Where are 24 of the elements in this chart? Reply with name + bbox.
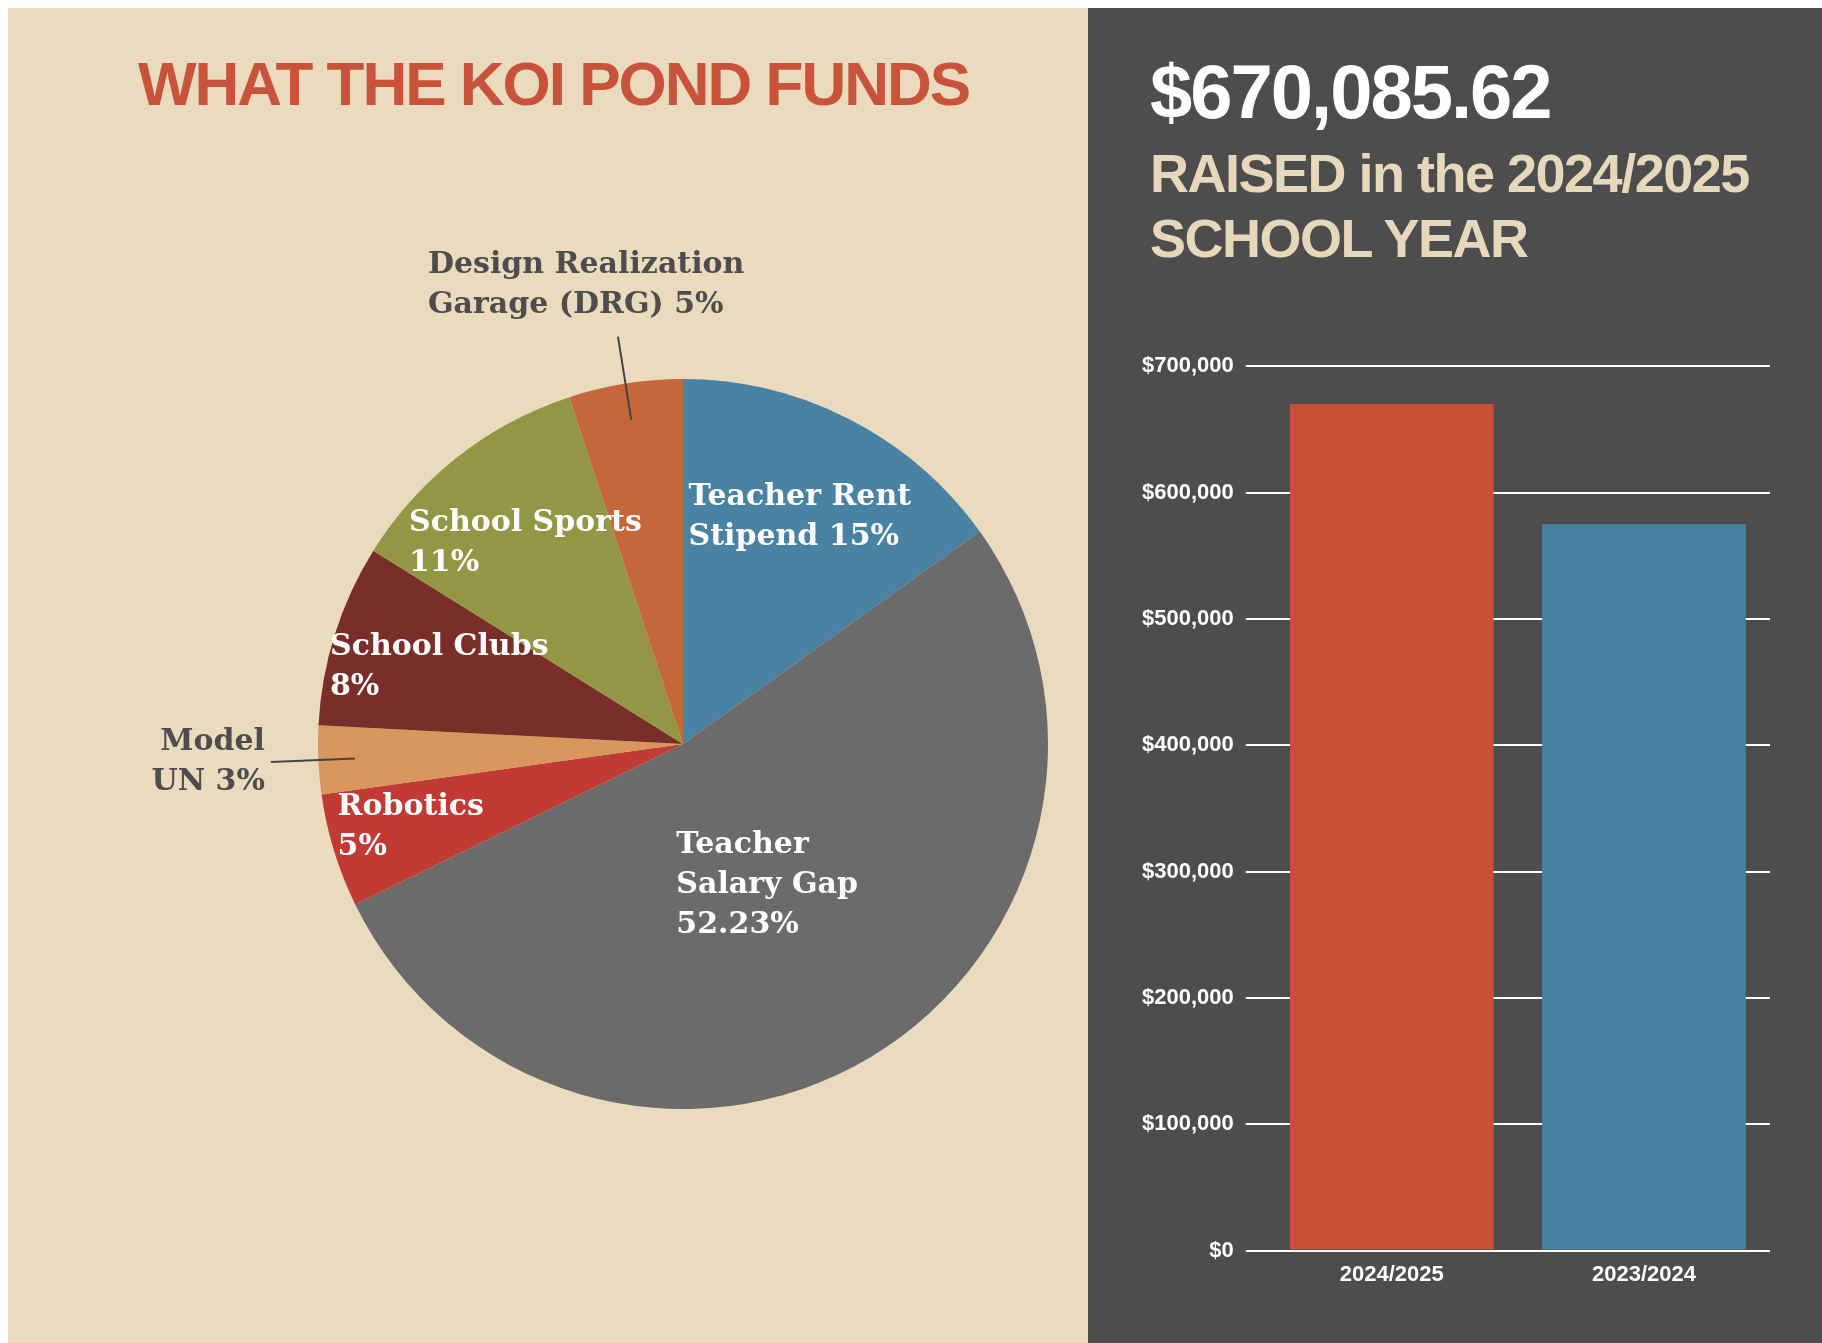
- y-tick-label: $700,000: [1141, 351, 1234, 377]
- chart-title: $670,085.62: [1150, 48, 1552, 135]
- slice-label: Robotics: [337, 787, 484, 823]
- slice-label: Model UN 3%: [151, 721, 265, 797]
- slice-label: Teacher Rent Stipend 15%: [688, 476, 912, 552]
- data-label: 52.23%: [676, 904, 799, 940]
- y-tick-label: $300,000: [1141, 857, 1234, 883]
- y-tick-label: $500,000: [1141, 604, 1234, 630]
- slice-label: Design Realization Garage (DRG) 5%: [427, 244, 745, 320]
- y-tick-label: $600,000: [1141, 478, 1234, 504]
- y-tick-label: $400,000: [1141, 730, 1234, 756]
- chart-title: WHAT THE KOI POND FUNDS: [137, 48, 971, 119]
- slice-label: Teacher Salary Gap: [676, 824, 859, 900]
- data-label: 8%: [329, 667, 380, 703]
- chart-subtitle: RAISED in the 2024/2025 SCHOOL YEAR: [1150, 142, 1750, 270]
- y-tick-label: $0: [1209, 1236, 1234, 1262]
- slice-label: School Sports: [408, 502, 642, 538]
- x-tick-label: 2024/2025: [1339, 1260, 1444, 1286]
- data-label: 11%: [408, 542, 480, 578]
- y-tick-label: $200,000: [1141, 983, 1234, 1009]
- x-tick-label: 2023/2024: [1591, 1260, 1697, 1286]
- y-tick-label: $100,000: [1141, 1109, 1234, 1135]
- slice-label: School Clubs: [329, 627, 549, 663]
- data-label: 5%: [337, 827, 387, 863]
